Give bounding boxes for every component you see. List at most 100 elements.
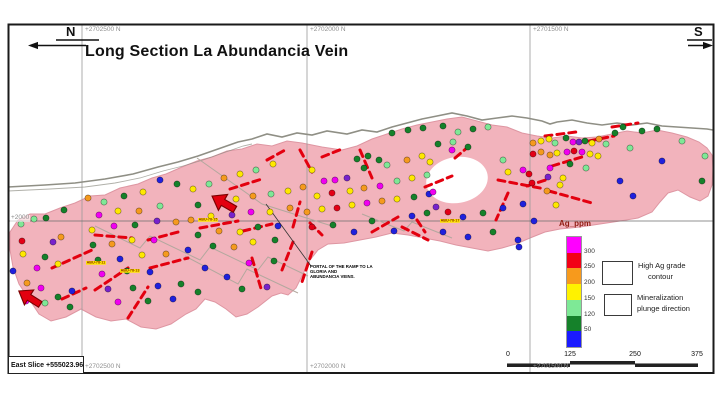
colorbar-segment bbox=[567, 268, 581, 285]
north-arrowhead-icon bbox=[28, 41, 38, 50]
grid-label-bottom-2702000: +2702000 N bbox=[310, 363, 346, 370]
ag-intercept-dot bbox=[215, 227, 223, 235]
ag-intercept-dot bbox=[658, 157, 666, 165]
ag-intercept-dot bbox=[566, 160, 574, 168]
high-ag-grade-contour bbox=[423, 174, 454, 189]
scalebar-seg-3 bbox=[635, 364, 698, 367]
ag-intercept-dot bbox=[595, 135, 603, 143]
ag-intercept-dot bbox=[423, 209, 431, 217]
ag-intercept-dot bbox=[619, 123, 627, 131]
ag-intercept-dot bbox=[54, 260, 62, 268]
colorbar-segment bbox=[567, 315, 581, 332]
scalebar-tick-250: 250 bbox=[629, 351, 641, 358]
ag-intercept-dot bbox=[519, 166, 527, 174]
ag-intercept-dot bbox=[184, 246, 192, 254]
plunge-direction-arrow-icon bbox=[211, 193, 238, 214]
legend-contour-label-line1: High Ag grade bbox=[638, 261, 686, 270]
ag-intercept-dot bbox=[544, 173, 552, 181]
east-slice-label: East Slice +555023.96 bbox=[8, 356, 84, 374]
ag-intercept-dot bbox=[464, 233, 472, 241]
ag-intercept-dot bbox=[150, 236, 158, 244]
colorbar-tick-label: 120 bbox=[584, 310, 595, 318]
ramp-workings-line bbox=[196, 157, 333, 227]
legend-plunge-swatch-box bbox=[604, 294, 632, 316]
ag-intercept-dot bbox=[444, 208, 452, 216]
ag-intercept-dot bbox=[104, 285, 112, 293]
ag-intercept-dot bbox=[578, 148, 586, 156]
ag-intercept-dot bbox=[194, 231, 202, 239]
ag-intercept-dot bbox=[375, 156, 383, 164]
ag-intercept-dot bbox=[252, 166, 260, 174]
ag-intercept-dot bbox=[546, 151, 554, 159]
ag-intercept-dot bbox=[138, 251, 146, 259]
ag-intercept-dot bbox=[629, 192, 637, 200]
ag-intercept-dot bbox=[448, 146, 456, 154]
vein-long-section-polygon bbox=[9, 116, 714, 330]
ag-intercept-dot bbox=[17, 220, 25, 228]
ag-intercept-dot bbox=[266, 208, 274, 216]
high-ag-grade-contour bbox=[543, 130, 578, 138]
portal-leader-line bbox=[265, 203, 312, 267]
high-ag-grade-contour bbox=[320, 147, 344, 159]
ag-intercept-dot bbox=[602, 140, 610, 148]
ag-intercept-dot bbox=[129, 284, 137, 292]
grid-label-bottom-2702500: +2702500 N bbox=[85, 363, 121, 370]
ag-intercept-dot bbox=[9, 267, 17, 275]
ag-intercept-dot bbox=[267, 190, 275, 198]
ag-intercept-dot bbox=[236, 228, 244, 236]
high-ag-grade-contour bbox=[250, 256, 264, 294]
drill-hole-label: ABU-78-17 bbox=[440, 219, 461, 223]
ag-intercept-dot bbox=[331, 176, 339, 184]
compass-south-label: S bbox=[694, 24, 703, 39]
ag-intercept-dot bbox=[249, 238, 257, 246]
ag-intercept-dot bbox=[360, 184, 368, 192]
ag-intercept-dot bbox=[284, 187, 292, 195]
ag-intercept-dot bbox=[378, 197, 386, 205]
ag-intercept-dot bbox=[616, 177, 624, 185]
ag-intercept-dot bbox=[162, 250, 170, 258]
high-ag-grade-contour bbox=[93, 266, 130, 292]
high-ag-grade-contour bbox=[93, 233, 134, 240]
high-ag-grade-contour bbox=[415, 218, 427, 234]
scalebar-seg-2 bbox=[570, 361, 635, 364]
ag-intercept-dot bbox=[515, 243, 523, 251]
ag-intercept-dot bbox=[563, 148, 571, 156]
colorbar-tick-label: 50 bbox=[584, 326, 592, 334]
ag-intercept-dot bbox=[537, 137, 545, 145]
scalebar-seg-1 bbox=[507, 364, 570, 367]
colorbar-segment bbox=[567, 284, 581, 300]
ag-intercept-dot bbox=[329, 221, 337, 229]
ag-intercept-dot bbox=[489, 228, 497, 236]
high-ag-grade-contour bbox=[298, 148, 314, 174]
ag-intercept-dot bbox=[116, 255, 124, 263]
ag-intercept-dot bbox=[570, 147, 578, 155]
ag-intercept-dot bbox=[68, 287, 76, 295]
ag-intercept-dot bbox=[286, 204, 294, 212]
ag-intercept-dot bbox=[588, 139, 596, 147]
ag-intercept-dot bbox=[18, 237, 26, 245]
ag-intercept-dot bbox=[403, 156, 411, 164]
ag-intercept-dot bbox=[172, 218, 180, 226]
ag-intercept-dot bbox=[551, 139, 559, 147]
high-ag-grade-contour bbox=[496, 178, 547, 191]
ag-intercept-dot bbox=[189, 185, 197, 193]
ag-intercept-dot bbox=[562, 134, 570, 142]
ag-intercept-dot bbox=[144, 297, 152, 305]
ag-intercept-dot bbox=[54, 293, 62, 301]
ag-intercept-dot bbox=[484, 123, 492, 131]
ag-intercept-dot bbox=[439, 122, 447, 130]
ag-intercept-dot bbox=[89, 241, 97, 249]
ag-intercept-dot bbox=[19, 250, 27, 258]
legend-contour-swatch-box bbox=[602, 261, 633, 285]
ag-intercept-dot bbox=[108, 240, 116, 248]
ag-intercept-dot bbox=[220, 174, 228, 182]
ag-intercept-dot bbox=[328, 189, 336, 197]
grid-label-bottom-2701500: +2701500 N bbox=[533, 363, 569, 370]
ag-intercept-dot bbox=[42, 214, 50, 222]
ag-intercept-dot bbox=[364, 152, 372, 160]
ag-intercept-dot bbox=[469, 125, 477, 133]
ag-intercept-dot bbox=[49, 238, 57, 246]
grid-label-top-2702000: +2702000 N bbox=[310, 26, 346, 33]
ramp-workings-line bbox=[361, 213, 453, 239]
